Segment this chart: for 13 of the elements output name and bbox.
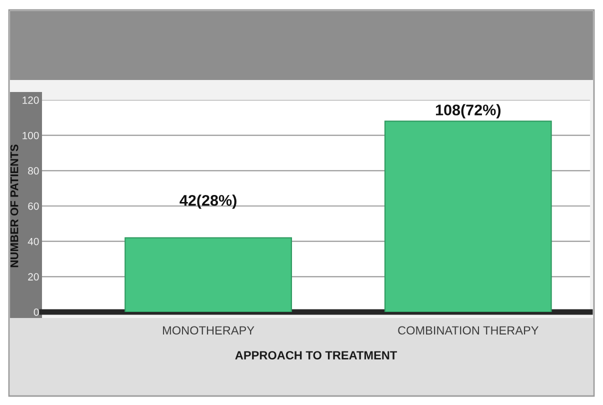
data-label: 108(72%): [436, 104, 500, 118]
x-tick-label: COMBINATION THERAPY: [398, 326, 539, 335]
y-axis-title: NUMBER OF PATIENTS: [10, 144, 18, 268]
y-tick-label: 100: [22, 132, 39, 140]
y-tick-label: 80: [28, 167, 39, 175]
y-tick-label: 20: [28, 273, 39, 281]
y-tick-label: 0: [34, 308, 39, 316]
x-axis-title: APPROACH TO TREATMENT: [235, 351, 397, 360]
y-tick-label: 120: [22, 96, 39, 104]
data-label: 42(28%): [180, 194, 236, 209]
y-tick-label: 60: [28, 202, 39, 210]
x-tick-label: MONOTHERAPY: [163, 326, 254, 335]
y-tick-label: 40: [28, 238, 39, 246]
